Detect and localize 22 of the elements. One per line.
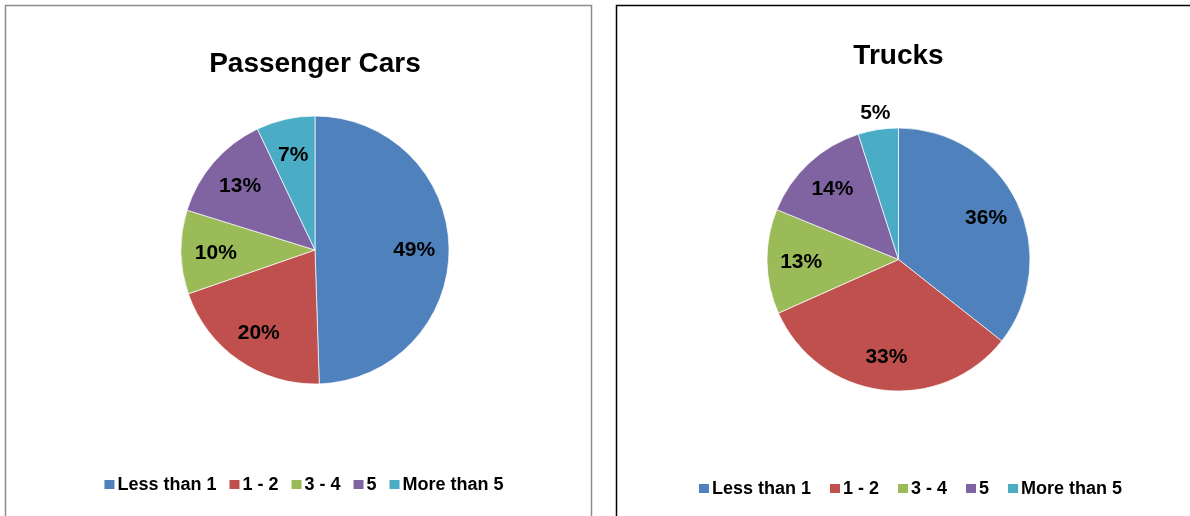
legend-label: Less than 1	[711, 478, 811, 498]
legend-label: 3 - 4	[304, 474, 341, 494]
data-label: 36%	[965, 205, 1008, 229]
legend-label: More than 5	[1021, 478, 1123, 498]
legend-label: 1 - 2	[242, 474, 279, 494]
data-label: 14%	[811, 176, 854, 200]
legend-label: 3 - 4	[911, 478, 948, 498]
data-label: 20%	[237, 320, 281, 344]
legend-label: More than 5	[402, 474, 504, 494]
data-label: 13%	[219, 173, 262, 197]
legend-label: 5	[366, 474, 377, 494]
legend-label: Less than 1	[117, 474, 217, 494]
legend-label: 1 - 2	[842, 478, 880, 498]
data-label: 33%	[865, 344, 908, 368]
chart-title: Passenger Cars	[209, 47, 421, 78]
data-label: 5%	[860, 100, 891, 124]
data-label: 13%	[780, 249, 823, 273]
data-label: 7%	[277, 141, 309, 165]
legend-label: 5	[979, 478, 990, 498]
data-label: 49%	[393, 236, 436, 260]
data-label: 10%	[194, 239, 238, 263]
chart-title: Trucks	[853, 38, 944, 70]
